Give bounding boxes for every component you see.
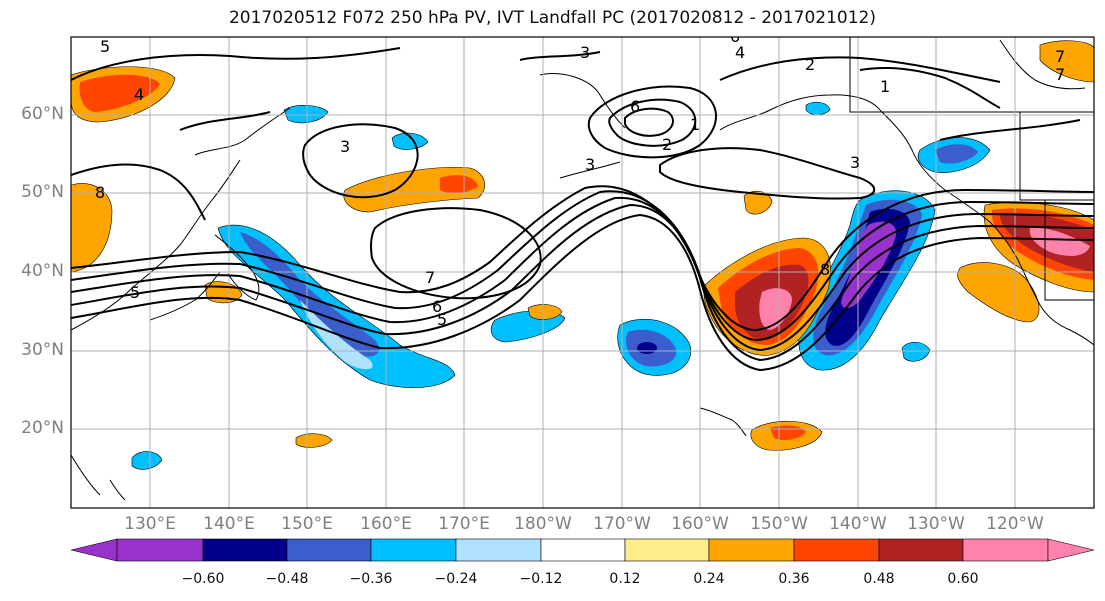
neg-patch-north-2: [391, 132, 429, 150]
svg-text:5: 5: [100, 37, 110, 56]
neg-band-alaska-core: [935, 144, 978, 164]
svg-text:4: 4: [134, 85, 144, 104]
svg-text:6: 6: [730, 27, 740, 46]
colorbar-tick: 0.36: [778, 571, 810, 587]
colorbar-tick: 0.48: [863, 571, 895, 587]
lon-label-140w: 140°W: [829, 514, 887, 534]
svg-text:3: 3: [585, 155, 595, 174]
lon-label-170w: 170°W: [593, 514, 651, 534]
neg-patch-north-3: [805, 101, 831, 116]
svg-text:3: 3: [850, 153, 860, 172]
lat-label-30n: 30°N: [21, 340, 64, 360]
neg-patch-north-1: [283, 105, 329, 124]
colorbar-tick: −0.12: [519, 571, 563, 587]
pos-patch-southwest: [295, 433, 333, 448]
coastlines: [71, 37, 1094, 501]
pos-patch-mid: [527, 304, 563, 320]
pos-nw-corner-core: [79, 74, 160, 112]
colorbar-tick: −0.36: [349, 571, 393, 587]
colorbar-bin: [286, 538, 372, 562]
colorbar: [70, 538, 1095, 562]
svg-text:6: 6: [630, 97, 640, 116]
svg-text:7: 7: [425, 268, 435, 287]
svg-text:3: 3: [340, 137, 350, 156]
colorbar-tick: −0.60: [181, 571, 225, 587]
svg-text:2: 2: [805, 55, 815, 74]
svg-text:5: 5: [437, 310, 447, 329]
pos-west-edge: [71, 183, 113, 273]
svg-text:2: 2: [662, 135, 672, 154]
neg-blob-central-peak: [637, 342, 657, 354]
svg-text:7: 7: [1055, 47, 1065, 66]
svg-text:8: 8: [95, 183, 105, 202]
lat-label-60n: 60°N: [21, 104, 64, 124]
contour-labels: 5 4 3 2 1 6 7 8 3 4 5 6 7 3 2 1 6 7 5 4 …: [95, 27, 1065, 329]
lon-label-170e: 170°E: [438, 514, 490, 534]
svg-text:4: 4: [735, 43, 745, 62]
svg-text:6: 6: [432, 297, 442, 316]
colorbar-tick: −0.48: [265, 571, 309, 587]
colorbar-bin: [793, 538, 880, 562]
colorbar-extend-right: [1047, 538, 1095, 562]
pos-patch-small-1: [743, 190, 773, 215]
colorbar-extend-left: [70, 538, 118, 562]
colorbar-bin: [962, 538, 1049, 562]
map-title: 2017020512 F072 250 hPa PV, IVT Landfall…: [228, 8, 876, 28]
colorbar-bin: [624, 538, 710, 562]
neg-patch-east: [901, 341, 931, 362]
lon-label-160w: 160°W: [671, 514, 729, 534]
pv-contours: [71, 47, 1094, 372]
neg-band-japan-core: [240, 232, 380, 357]
lon-label-150w: 150°W: [750, 514, 808, 534]
colorbar-bin: [455, 538, 542, 562]
pos-west-coast-south: [957, 262, 1040, 323]
pos-dipole-main-peak: [759, 288, 792, 330]
lat-label-20n: 20°N: [21, 418, 64, 438]
lon-label-180w: 180°W: [514, 514, 572, 534]
colorbar-tick: 0.24: [693, 571, 725, 587]
neg-dipole-main-peak: [841, 221, 897, 309]
lat-label-50n: 50°N: [21, 182, 64, 202]
svg-text:7: 7: [1055, 65, 1065, 84]
colorbar-bin: [708, 538, 795, 562]
lon-label-140e: 140°E: [203, 514, 255, 534]
colorbar-bin: [370, 538, 457, 562]
colorbar-bin: [540, 538, 626, 562]
colorbar-bin: [202, 538, 288, 562]
lon-label-130e: 130°E: [124, 514, 176, 534]
lat-label-40n: 40°N: [21, 261, 64, 281]
colorbar-bin: [116, 538, 204, 562]
colorbar-tick: −0.24: [434, 571, 478, 587]
pos-band-north-core: [440, 175, 478, 194]
svg-text:1: 1: [880, 77, 890, 96]
gridlines: [71, 37, 1094, 508]
svg-text:3: 3: [580, 43, 590, 62]
svg-text:1: 1: [690, 115, 700, 134]
svg-text:8: 8: [820, 260, 830, 279]
colorbar-tick: 0.12: [609, 571, 641, 587]
lon-label-120w: 120°W: [986, 514, 1044, 534]
colorbar-tick: 0.60: [947, 571, 979, 587]
lon-label-160e: 160°E: [360, 514, 412, 534]
lon-label-130w: 130°W: [907, 514, 965, 534]
neg-patch-south: [131, 451, 163, 470]
pos-northeast-corner: [1039, 40, 1094, 83]
colorbar-bin: [878, 538, 964, 562]
map-frame: [70, 36, 1095, 509]
lon-label-150e: 150°E: [281, 514, 333, 534]
svg-text:5: 5: [130, 283, 140, 302]
